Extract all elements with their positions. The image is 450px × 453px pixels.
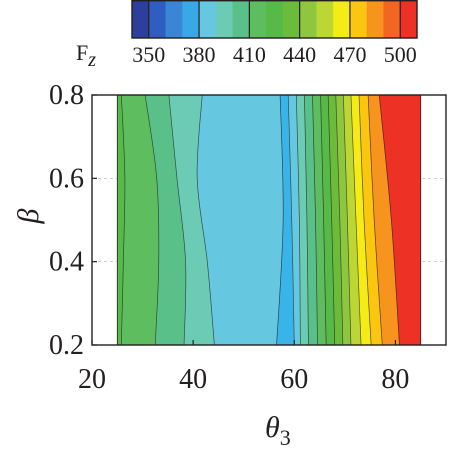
colorbar-segment	[333, 0, 351, 38]
colorbar-tick-label: 470	[333, 42, 366, 67]
colorbar-segment	[249, 0, 267, 38]
colorbar-label-subscript: z	[87, 49, 96, 71]
colorbar-segment	[182, 0, 200, 38]
contour-line	[295, 94, 301, 346]
colorbar-segment	[383, 0, 401, 38]
x-tick-label: 20	[78, 364, 106, 395]
y-tick-label: 0.8	[49, 80, 84, 111]
contour-line	[367, 94, 383, 346]
colorbar-segment	[232, 0, 250, 38]
colorbar-tick-label: 500	[384, 42, 417, 67]
y-tick-label: 0.6	[49, 163, 84, 194]
colorbar-segment	[282, 0, 301, 38]
contour-line	[287, 94, 295, 346]
colorbar	[131, 0, 418, 39]
contour-line	[312, 94, 318, 346]
colorbar-frame	[131, 0, 418, 39]
colorbar-tick-label: 440	[283, 42, 316, 67]
contour-line	[276, 94, 284, 346]
colorbar-segment	[148, 0, 167, 38]
contour-line	[327, 94, 336, 346]
colorbar-segment	[199, 0, 217, 38]
colorbar-segment	[366, 0, 384, 38]
contour-line	[350, 94, 362, 346]
contour-line	[320, 94, 327, 346]
contour-line	[168, 94, 187, 346]
colorbar-label: Fz	[76, 40, 96, 71]
y-tick-label: 0.2	[49, 330, 84, 361]
contour-line	[342, 94, 352, 346]
contour-line	[144, 94, 160, 346]
x-tick-label: 60	[280, 364, 308, 395]
colorbar-segment	[349, 0, 368, 38]
colorbar-segment	[400, 0, 418, 38]
contour-line	[378, 94, 400, 346]
x-tick-label: 80	[381, 364, 409, 395]
colorbar-segment	[316, 0, 334, 38]
x-tick-label: 40	[179, 364, 207, 395]
y-axis-ticks: 0.2 0.4 0.6 0.8	[49, 80, 97, 361]
colorbar-segment	[299, 0, 317, 38]
plot-area	[116, 94, 422, 346]
colorbar-tick-label: 410	[233, 42, 266, 67]
contour-line	[120, 94, 126, 346]
x-axis-label-subscript: 3	[280, 425, 291, 450]
plot-frame	[91, 94, 447, 346]
colorbar-segment	[165, 0, 183, 38]
contour-line	[335, 94, 344, 346]
y-tick-label: 0.4	[49, 247, 84, 278]
x-axis-ticks: 20 40 60 80	[78, 340, 409, 395]
colorbar-segment	[266, 0, 284, 38]
colorbar-segment	[132, 0, 150, 38]
colorbar-tick-labels: 350 380 410 440 470 500	[132, 42, 416, 67]
colorbar-tick-label: 380	[183, 42, 216, 67]
colorbar-tick-label: 350	[132, 42, 165, 67]
contour-line	[358, 94, 372, 346]
contour-line	[196, 94, 215, 346]
x-axis-label: θ3	[265, 411, 291, 450]
colorbar-label-main: F	[76, 40, 88, 65]
x-axis-label-main: θ	[265, 411, 280, 444]
y-axis-label: β	[12, 208, 45, 224]
colorbar-segment	[215, 0, 234, 38]
contour-line	[304, 94, 309, 346]
